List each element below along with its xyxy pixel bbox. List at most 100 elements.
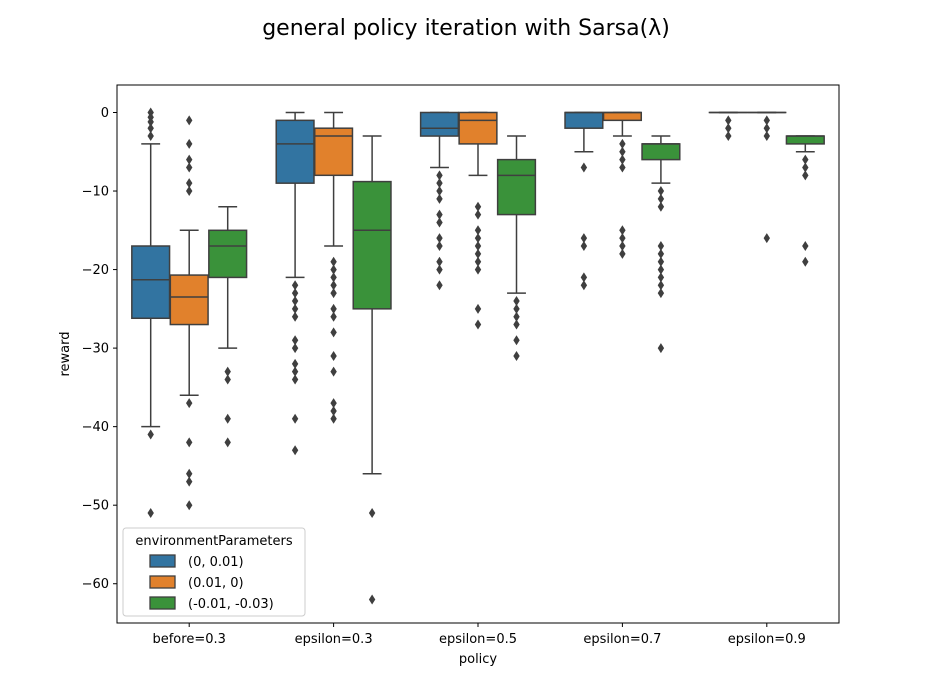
- outlier-point: [186, 476, 193, 487]
- box-group: [641, 135, 681, 354]
- box: [641, 143, 681, 161]
- box: [352, 180, 392, 310]
- outlier-point: [436, 233, 443, 244]
- outlier-point: [436, 193, 443, 204]
- x-tick-label: before=0.3: [152, 632, 225, 647]
- legend-label: (-0.01, -0.03): [188, 597, 274, 612]
- outlier-point: [330, 272, 337, 283]
- outlier-point: [763, 233, 770, 244]
- outlier-point: [725, 115, 732, 126]
- outlier-point: [657, 248, 665, 259]
- outlier-point: [147, 116, 154, 127]
- x-axis-label: policy: [459, 652, 498, 667]
- outlier-point: [619, 154, 626, 165]
- outlier-point: [330, 303, 337, 314]
- outlier-point: [330, 366, 337, 377]
- legend-frame: [122, 527, 306, 617]
- outlier-point: [474, 209, 482, 220]
- outlier-point: [291, 445, 299, 456]
- outlier-point: [330, 264, 337, 275]
- y-tick-label: −20: [82, 263, 109, 278]
- box-group: [458, 111, 498, 330]
- outlier-point: [330, 405, 337, 416]
- outlier-point: [657, 201, 665, 212]
- outlier-point: [725, 123, 732, 134]
- outlier-point: [186, 437, 193, 448]
- outlier-point: [802, 162, 809, 173]
- outlier-point: [330, 327, 337, 338]
- outlier-point: [474, 264, 482, 275]
- outlier-point: [619, 138, 626, 149]
- outlier-point: [186, 468, 193, 479]
- outlier-point: [580, 241, 588, 252]
- outlier-point: [580, 233, 588, 244]
- legend-items: (0, 0.01) (0.01, 0) (-0.01, -0.03): [149, 554, 274, 612]
- outlier-point: [291, 280, 299, 291]
- box-group: [208, 205, 248, 448]
- outlier-point: [147, 508, 154, 519]
- outlier-point: [224, 413, 231, 424]
- box: [419, 111, 460, 137]
- outlier-point: [474, 319, 482, 330]
- outlier-point: [474, 248, 482, 259]
- outlier-point: [330, 280, 337, 291]
- outlier-point: [580, 162, 588, 173]
- outlier-point: [474, 233, 482, 244]
- outlier-point: [330, 413, 337, 424]
- outlier-point: [802, 170, 809, 181]
- outlier-point: [291, 335, 299, 346]
- outlier-point: [619, 162, 626, 173]
- outlier-point: [725, 131, 732, 142]
- outlier-point: [224, 366, 231, 377]
- outlier-point: [474, 241, 482, 252]
- outlier-point: [291, 303, 299, 314]
- outlier-point: [474, 225, 482, 236]
- y-axis-label: reward: [58, 331, 73, 376]
- outlier-point: [436, 256, 443, 267]
- box: [785, 135, 825, 145]
- outlier-point: [657, 256, 665, 267]
- outlier-point: [330, 311, 337, 322]
- outlier-point: [186, 178, 193, 189]
- outlier-point: [436, 264, 443, 275]
- outlier-point: [802, 241, 809, 252]
- x-tick-label: epsilon=0.9: [728, 632, 806, 647]
- outlier-point: [513, 311, 520, 322]
- outlier-point: [291, 311, 299, 322]
- outlier-point: [763, 115, 770, 126]
- outlier-point: [291, 288, 299, 299]
- outlier-point: [368, 508, 376, 519]
- outlier-point: [436, 280, 443, 291]
- outlier-point: [763, 131, 770, 142]
- y-tick-label: −60: [82, 577, 109, 592]
- legend-label: (0, 0.01): [188, 555, 244, 570]
- legend-swatch: [149, 554, 176, 568]
- chart-title: general policy iteration with Sarsa(λ): [262, 16, 670, 41]
- box-group: [131, 107, 171, 519]
- outlier-point: [657, 241, 665, 252]
- box-group: [708, 111, 748, 142]
- y-tick-label: −10: [82, 185, 109, 200]
- box: [313, 127, 354, 177]
- outlier-point: [619, 146, 626, 157]
- x-axis: before=0.3 epsilon=0.3 epsilon=0.5 epsilon=…: [152, 623, 806, 647]
- legend-swatch: [149, 596, 176, 610]
- box-group: [564, 111, 604, 291]
- outlier-point: [186, 398, 193, 409]
- outlier-point: [657, 272, 665, 283]
- x-tick-label: epsilon=0.5: [439, 632, 517, 647]
- outlier-point: [436, 241, 443, 252]
- outlier-point: [513, 350, 520, 361]
- outlier-point: [657, 186, 665, 197]
- box-group: [747, 111, 787, 244]
- outlier-point: [436, 209, 443, 220]
- outlier-point: [763, 123, 770, 134]
- outlier-point: [147, 123, 154, 134]
- outlier-point: [436, 170, 443, 181]
- x-tick-label: epsilon=0.7: [583, 632, 661, 647]
- outlier-point: [291, 413, 299, 424]
- box: [602, 111, 643, 122]
- outlier-point: [657, 288, 665, 299]
- box: [169, 274, 209, 326]
